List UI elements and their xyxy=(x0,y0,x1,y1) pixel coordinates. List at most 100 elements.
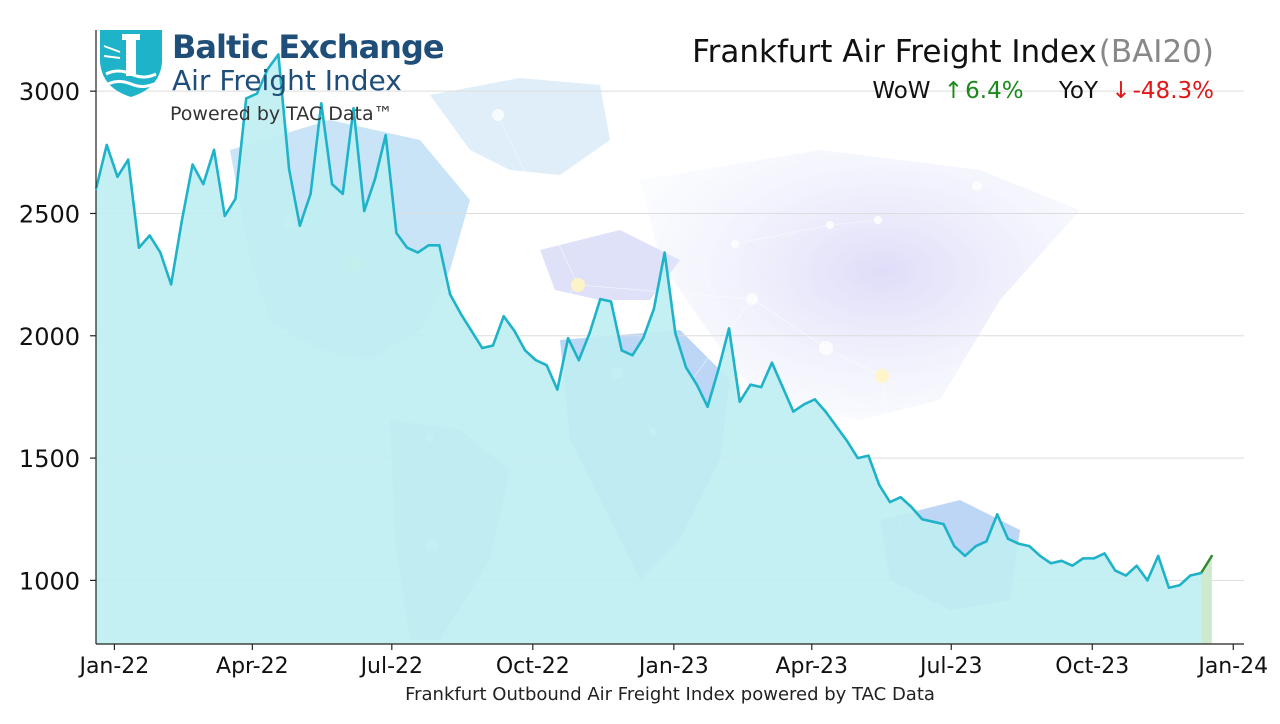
data-point-2023-08-14 xyxy=(1017,542,1020,545)
data-point-2023-04-24 xyxy=(845,439,849,443)
data-point-2021-12-27 xyxy=(105,143,108,147)
data-point-2022-04-18 xyxy=(277,53,280,56)
data-point-2022-12-05 xyxy=(631,354,634,357)
data-point-2022-12-12 xyxy=(641,337,645,340)
data-point-2023-02-06 xyxy=(727,327,731,330)
data-point-2022-04-25 xyxy=(287,168,291,171)
data-point-2023-06-05 xyxy=(910,505,913,509)
data-point-2022-03-14 xyxy=(223,214,226,218)
data-point-2023-05-15 xyxy=(878,483,881,487)
wow-up-arrow-icon: ↑ xyxy=(944,78,963,104)
asia-shape xyxy=(640,150,1080,420)
data-point-2023-05-22 xyxy=(888,500,892,504)
y-axis-ticks: 1000 1500 2000 2500 3000 xyxy=(19,78,96,595)
x-tick-label-Jan-22: Jan-22 xyxy=(77,654,149,679)
data-point-2022-01-17 xyxy=(137,246,141,249)
data-point-2023-05-01 xyxy=(856,456,859,460)
data-point-2022-01-24 xyxy=(148,234,151,237)
x-tick-label-Apr-23: Apr-23 xyxy=(775,654,848,679)
change-stats: WoW ↑6.4% YoY ↓-48.3% xyxy=(872,78,1214,104)
data-point-2022-10-31 xyxy=(577,359,581,362)
data-point-2023-07-10 xyxy=(963,554,967,558)
yoy-label: YoY xyxy=(1058,78,1099,104)
y-tick-label-2500: 2500 xyxy=(19,200,80,228)
data-point-2023-05-08 xyxy=(867,454,870,457)
data-point-2023-08-21 xyxy=(1028,544,1031,548)
data-points xyxy=(94,53,1214,589)
data-point-2023-01-30 xyxy=(717,368,720,372)
y-tick-label-3000: 3000 xyxy=(19,78,80,106)
data-point-2023-03-27 xyxy=(802,403,806,406)
y-tick-label-1000: 1000 xyxy=(19,567,80,595)
data-point-2022-11-07 xyxy=(588,332,591,335)
data-point-2022-09-19 xyxy=(513,329,516,333)
axes xyxy=(95,30,1244,645)
data-point-2023-09-04 xyxy=(1049,562,1053,565)
data-point-2023-01-23 xyxy=(706,405,709,408)
data-point-2022-07-11 xyxy=(405,246,409,249)
baltic-exchange-logo: Baltic Exchange Air Freight Index Powere… xyxy=(100,28,445,125)
data-point-2023-08-07 xyxy=(1006,537,1010,541)
data-point-2022-09-12 xyxy=(502,315,505,318)
latest-week-area-fill xyxy=(1201,555,1212,644)
data-point-2022-08-22 xyxy=(470,329,473,333)
data-point-2023-09-25 xyxy=(1081,557,1085,560)
data-point-2023-04-10 xyxy=(824,410,827,413)
data-point-2022-12-26 xyxy=(663,251,666,254)
data-point-2022-01-10 xyxy=(126,158,130,161)
chart-title-text: Frankfurt Air Freight Index xyxy=(692,34,1097,70)
chart-title: Frankfurt Air Freight Index(BAI20) xyxy=(692,34,1214,70)
x-tick-label-Oct-22: Oct-22 xyxy=(496,654,570,679)
asia-hub-node xyxy=(875,369,889,383)
data-point-2022-02-28 xyxy=(202,182,205,186)
logo-brand-name: Baltic Exchange xyxy=(172,28,444,66)
data-point-2023-07-03 xyxy=(953,544,956,548)
x-tick-label-Jul-22: Jul-22 xyxy=(359,654,423,679)
data-point-2023-02-20 xyxy=(749,383,752,386)
data-point-2022-02-14 xyxy=(180,219,184,223)
data-point-2022-06-20 xyxy=(373,178,377,181)
data-point-2023-09-11 xyxy=(1060,559,1063,563)
data-point-2022-06-13 xyxy=(363,209,366,213)
index-area-fill xyxy=(96,54,1202,644)
data-point-2023-08-28 xyxy=(1038,554,1042,558)
data-point-2022-06-06 xyxy=(352,107,355,110)
data-point-2022-03-21 xyxy=(234,197,237,200)
data-point-2023-11-20 xyxy=(1167,586,1171,589)
data-point-2023-12-18 xyxy=(1210,554,1214,558)
data-point-2022-10-24 xyxy=(566,337,570,340)
data-point-2022-09-05 xyxy=(491,344,495,347)
data-point-2023-07-31 xyxy=(996,513,999,516)
x-tick-label-Jan-24: Jan-24 xyxy=(1196,654,1268,679)
data-point-2022-08-01 xyxy=(438,244,441,247)
data-point-2023-11-06 xyxy=(1146,579,1149,582)
data-point-2022-08-29 xyxy=(481,346,484,350)
data-point-2022-10-10 xyxy=(545,363,548,367)
area-layer xyxy=(94,53,1213,644)
data-point-2023-10-16 xyxy=(1114,569,1117,572)
data-point-2023-03-13 xyxy=(781,385,784,389)
data-point-2022-09-26 xyxy=(523,349,527,352)
data-point-2022-03-07 xyxy=(212,148,216,152)
data-point-2023-03-20 xyxy=(792,410,795,413)
data-point-2022-08-15 xyxy=(459,312,462,315)
data-point-2022-07-25 xyxy=(427,244,430,247)
data-point-2022-12-19 xyxy=(652,307,656,311)
data-point-2023-10-09 xyxy=(1103,552,1106,555)
data-point-2022-01-03 xyxy=(116,175,119,178)
data-point-2023-06-12 xyxy=(920,518,924,521)
lighthouse-shield-icon xyxy=(100,30,162,97)
data-point-2023-06-26 xyxy=(942,522,945,526)
data-point-2021-12-20 xyxy=(94,187,98,191)
x-tick-label-Oct-23: Oct-23 xyxy=(1055,654,1129,679)
data-point-2023-12-11 xyxy=(1199,571,1203,575)
data-point-2022-02-07 xyxy=(169,283,173,286)
data-point-2022-04-04 xyxy=(255,92,259,95)
y-tick-label-2000: 2000 xyxy=(19,323,80,351)
y-tick-label-1500: 1500 xyxy=(19,445,80,473)
data-point-2022-06-27 xyxy=(384,133,387,137)
greenland-shape xyxy=(430,78,610,175)
wow-label: WoW xyxy=(872,78,930,104)
